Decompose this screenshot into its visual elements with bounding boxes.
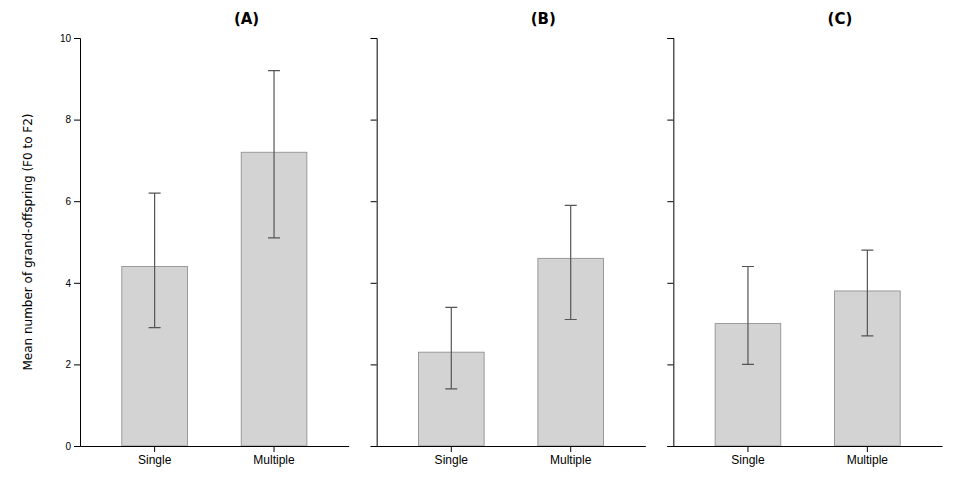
tick-mark [667, 446, 673, 447]
tick-label: Single [731, 453, 765, 467]
panel-label: (A) [234, 10, 259, 28]
y-axis [667, 39, 674, 447]
y-tick [667, 283, 673, 284]
panel: Single Multiple (B) [371, 10, 646, 467]
panel: Single Multiple (C) [667, 10, 942, 467]
tick-mark [74, 446, 80, 447]
tick-mark [371, 201, 377, 202]
y-axis-label: Mean number of grand-offspring (F0 to F2… [21, 113, 35, 370]
y-tick [667, 120, 673, 121]
error-bar [565, 205, 577, 319]
tick-mark [667, 283, 673, 284]
tick-mark [154, 446, 155, 452]
axis-line [667, 39, 674, 447]
y-tick: 10 [60, 33, 80, 44]
tick-label: Multiple [847, 453, 889, 467]
tick-mark [570, 446, 571, 452]
axis-line [674, 446, 943, 447]
tick-label: 0 [65, 441, 71, 452]
y-tick [371, 120, 377, 121]
y-axis [371, 39, 378, 447]
tick-label: 2 [65, 359, 71, 370]
tick-mark [74, 38, 80, 39]
error-bar [445, 307, 457, 389]
tick-mark [667, 120, 673, 121]
tick-mark [667, 364, 673, 365]
tick-mark [74, 120, 80, 121]
x-axis: Single Multiple [674, 446, 943, 467]
tick-mark [274, 446, 275, 452]
x-tick: Multiple [550, 446, 592, 467]
x-tick: Single [138, 446, 172, 467]
y-tick [667, 446, 673, 447]
y-tick: 2 [65, 359, 80, 370]
y-tick: 8 [65, 114, 80, 125]
tick-label: 6 [65, 196, 71, 207]
tick-label: Multiple [253, 453, 295, 467]
tick-mark [371, 38, 377, 39]
axis-line [377, 446, 646, 447]
tick-mark [747, 446, 748, 452]
tick-label: Single [435, 453, 469, 467]
panel: 0 2 4 6 8 10 Single Multiple (A) Mean number of g… [21, 10, 349, 467]
tick-mark [667, 201, 673, 202]
chart: 0 2 4 6 8 10 Single Multiple (A) Mean number of g… [0, 0, 957, 486]
tick-mark [74, 283, 80, 284]
x-tick: Multiple [847, 446, 889, 467]
y-tick: 0 [65, 441, 80, 452]
x-tick: Single [435, 446, 469, 467]
marks [418, 205, 603, 446]
tick-label: Multiple [550, 453, 592, 467]
y-tick [371, 446, 377, 447]
x-tick: Single [731, 446, 765, 467]
panel-label: (C) [828, 10, 853, 28]
y-tick [667, 38, 673, 39]
y-tick: 4 [65, 278, 80, 289]
tick-label: 4 [65, 278, 71, 289]
error-bar [861, 250, 873, 336]
y-tick [371, 283, 377, 284]
tick-mark [371, 120, 377, 121]
marks [122, 71, 307, 446]
x-tick: Multiple [253, 446, 295, 467]
panel-label: (B) [531, 10, 556, 28]
error-bar [149, 193, 161, 328]
error-bar [742, 266, 754, 364]
tick-mark [74, 364, 80, 365]
error-bar [268, 71, 280, 238]
y-tick: 6 [65, 196, 80, 207]
tick-mark [371, 364, 377, 365]
tick-mark [667, 38, 673, 39]
x-axis: Single Multiple [377, 446, 646, 467]
y-tick [667, 201, 673, 202]
y-tick [371, 201, 377, 202]
tick-label: Single [138, 453, 172, 467]
axis-line [371, 39, 378, 447]
tick-mark [867, 446, 868, 452]
y-tick [371, 364, 377, 365]
tick-mark [451, 446, 452, 452]
y-tick [667, 364, 673, 365]
tick-mark [371, 446, 377, 447]
tick-label: 8 [65, 114, 71, 125]
tick-label: 10 [60, 33, 72, 44]
axis-line [81, 446, 350, 447]
tick-mark [74, 201, 80, 202]
y-axis: 0 2 4 6 8 10 [60, 33, 81, 452]
tick-mark [371, 283, 377, 284]
y-tick [371, 38, 377, 39]
axis-line [74, 39, 81, 447]
marks [715, 250, 900, 446]
x-axis: Single Multiple [81, 446, 350, 467]
